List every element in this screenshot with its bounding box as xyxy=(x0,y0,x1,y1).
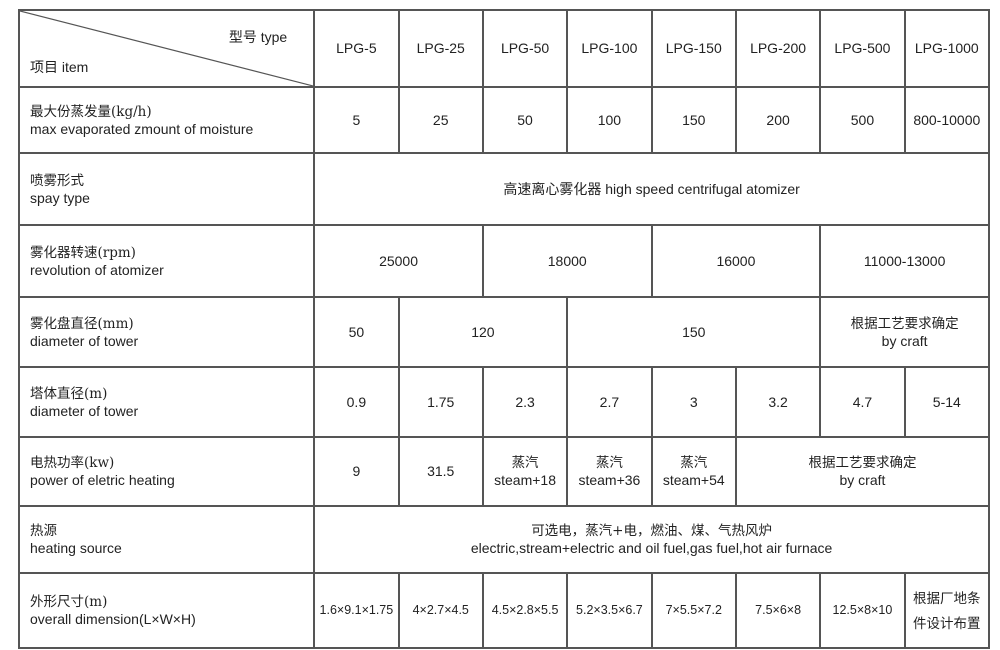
cell: 蒸汽 steam+36 xyxy=(566,436,653,507)
model-header: LPG-200 xyxy=(734,9,822,88)
model-header: LPG-150 xyxy=(650,9,737,88)
cell: 蒸汽 steam+18 xyxy=(481,436,569,507)
cell: 150 xyxy=(650,86,737,154)
atomizer-row: 雾化器转速(rpm) revolution of atomizer 25000 1… xyxy=(17,224,990,298)
cell: 5 xyxy=(313,86,400,154)
cell: 120 xyxy=(397,296,569,368)
type-label: 型号 type xyxy=(228,29,288,45)
cell: 7×5.5×7.2 xyxy=(650,572,737,649)
row-label: 雾化盘直径(mm) diameter of tower xyxy=(17,296,316,368)
tower-row: 塔体直径(m) diameter of tower 0.9 1.75 2.3 2.… xyxy=(17,366,991,438)
cell: 3 xyxy=(650,366,737,438)
heating-row: 热源 heating source 可选电，蒸汽+电，燃油、煤、气热风炉 elect… xyxy=(17,505,990,574)
spray-row: 喷雾形式 spay type 高速离心雾化器 high speed centrif… xyxy=(17,152,990,226)
row-label: 雾化器转速(rpm) revolution of atomizer xyxy=(17,224,316,298)
cell: 0.9 xyxy=(313,366,400,438)
row-label: 电热功率(kw) power of eletric heating xyxy=(17,436,316,507)
row-label: 最大份蒸发量(kg/h) max evaporated zmount of moi… xyxy=(17,86,316,154)
cell: 150 xyxy=(566,296,822,368)
cell: 11000-13000 xyxy=(819,224,990,298)
spec-table: 型号 type 项目 item LPG-5 LPG-25 LPG-50 LPG-… xyxy=(17,9,991,649)
disc-row: 雾化盘直径(mm) diameter of tower 50 120 150 根据… xyxy=(17,296,990,368)
cell: 根据工艺要求确定 by craft xyxy=(819,296,990,368)
model-header: LPG-50 xyxy=(481,9,569,88)
dimension-row: 外形尺寸(m) overall dimension(L×W×H) 1.6×9.1×… xyxy=(17,572,991,649)
cell: 根据工艺要求确定 by craft xyxy=(734,436,991,507)
cell: 2.7 xyxy=(566,366,653,438)
cell: 3.2 xyxy=(734,366,822,438)
cell: 1.6×9.1×1.75 xyxy=(313,572,400,649)
cell: 4×2.7×4.5 xyxy=(397,572,484,649)
row-label: 热源 heating source xyxy=(17,505,316,574)
cell: 蒸汽 steam+54 xyxy=(650,436,737,507)
cell: 200 xyxy=(734,86,822,154)
cell: 4.5×2.8×5.5 xyxy=(481,572,569,649)
cell: 12.5×8×10 xyxy=(819,572,906,649)
item-label: 项目 item xyxy=(30,59,89,75)
model-header: LPG-25 xyxy=(397,9,484,88)
cell: 50 xyxy=(481,86,569,154)
model-header: LPG-5 xyxy=(313,9,400,88)
row-label: 塔体直径(m) diameter of tower xyxy=(17,366,316,438)
cell: 800-10000 xyxy=(903,86,991,154)
cell: 5-14 xyxy=(903,366,991,438)
cell: 2.3 xyxy=(481,366,569,438)
cell: 25 xyxy=(397,86,484,154)
cell: 50 xyxy=(313,296,400,368)
model-header: LPG-1000 xyxy=(903,9,991,88)
header-row: 型号 type 项目 item LPG-5 LPG-25 LPG-50 LPG-… xyxy=(17,9,991,88)
model-header: LPG-100 xyxy=(566,9,653,88)
cell: 25000 xyxy=(313,224,484,298)
row-label: 喷雾形式 spay type xyxy=(17,152,316,226)
cell: 7.5×6×8 xyxy=(734,572,822,649)
cell: 16000 xyxy=(650,224,822,298)
cell: 100 xyxy=(566,86,653,154)
header-corner: 型号 type 项目 item xyxy=(17,9,316,88)
power-row: 电热功率(kw) power of eletric heating 9 31.5 … xyxy=(17,436,991,507)
cell: 可选电，蒸汽+电，燃油、煤、气热风炉 electric,stream+electr… xyxy=(313,505,990,574)
cell: 18000 xyxy=(481,224,653,298)
model-header: LPG-500 xyxy=(819,9,906,88)
diagonal-divider xyxy=(20,11,314,86)
cell: 500 xyxy=(819,86,906,154)
cell: 1.75 xyxy=(397,366,484,438)
cell: 高速离心雾化器 high speed centrifugal atomizer xyxy=(313,152,990,226)
cell: 5.2×3.5×6.7 xyxy=(566,572,653,649)
cell: 根据厂地条 件设计布置 xyxy=(903,572,991,649)
cell: 4.7 xyxy=(819,366,906,438)
row-label: 外形尺寸(m) overall dimension(L×W×H) xyxy=(17,572,316,649)
cell: 9 xyxy=(313,436,400,507)
evaporation-row: 最大份蒸发量(kg/h) max evaporated zmount of moi… xyxy=(17,86,991,154)
cell: 31.5 xyxy=(397,436,484,507)
